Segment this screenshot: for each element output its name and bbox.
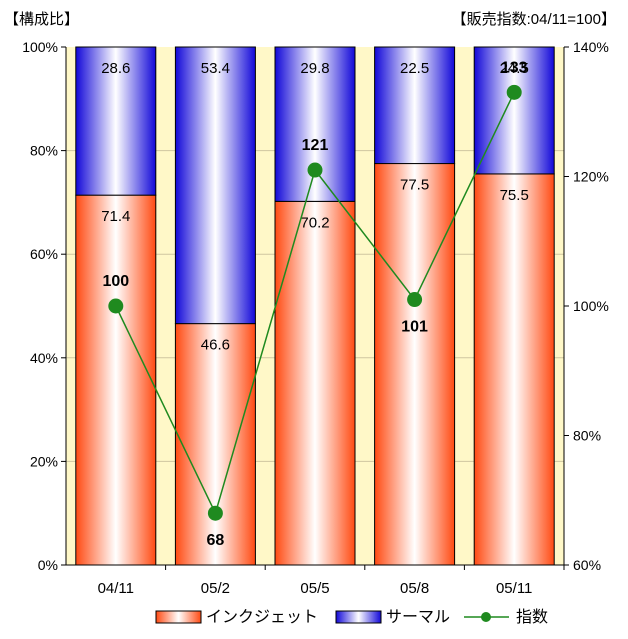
bar-inkjet (75, 194, 157, 566)
index-point (108, 298, 124, 314)
index-point (407, 292, 423, 308)
bar-thermal (174, 46, 256, 325)
index-value-label: 133 (501, 59, 528, 76)
bar-thermal (75, 46, 157, 196)
bar-value-label: 71.4 (101, 208, 130, 225)
left-tick-label: 40% (30, 350, 58, 366)
right-tick-label: 120% (573, 169, 609, 185)
right-tick-label: 80% (573, 428, 601, 444)
left-tick-label: 100% (22, 39, 58, 55)
index-point (207, 505, 223, 521)
index-point (506, 84, 522, 100)
legend-swatch-thermal (335, 610, 382, 624)
legend-label: サーマル (386, 609, 450, 626)
bar-thermal (473, 46, 555, 175)
right-tick-label: 140% (573, 39, 609, 55)
left-tick-label: 60% (30, 246, 58, 262)
index-point (307, 162, 323, 178)
x-tick-label: 05/5 (300, 580, 329, 597)
right-tick-label: 60% (573, 557, 601, 573)
x-tick-label: 04/11 (98, 580, 134, 597)
bar-value-label: 28.6 (101, 60, 130, 77)
left-tick-label: 80% (30, 143, 58, 159)
bar-inkjet (473, 173, 555, 566)
left-tick-label: 0% (38, 557, 58, 573)
bar-inkjet (174, 323, 256, 566)
index-value-label: 100 (102, 273, 129, 290)
bar-value-label: 70.2 (300, 214, 329, 231)
bar-inkjet (274, 200, 356, 566)
bar-inkjet (374, 163, 456, 566)
bar-value-label: 29.8 (300, 60, 329, 77)
bar-value-label: 24.5 (500, 60, 529, 77)
bar-value-label: 22.5 (400, 60, 429, 77)
x-tick-label: 05/11 (496, 580, 532, 597)
bar-value-label: 46.6 (201, 337, 230, 354)
right-tick-label: 100% (573, 298, 609, 314)
index-value-label: 101 (401, 319, 428, 336)
bar-thermal (374, 46, 456, 165)
right-axis-title: 【販売指数:04/11=100】 (451, 11, 616, 28)
x-tick-label: 05/2 (201, 580, 230, 597)
bar-value-label: 77.5 (400, 177, 429, 194)
left-tick-label: 20% (30, 453, 58, 469)
legend-swatch-inkjet (155, 610, 202, 624)
bar-value-label: 53.4 (201, 60, 230, 77)
legend-label: 指数 (516, 608, 548, 626)
left-axis-title: 【構成比】 (4, 11, 80, 28)
bar-value-label: 75.5 (500, 187, 529, 204)
index-value-label: 121 (302, 137, 329, 154)
index-value-label: 68 (207, 532, 225, 549)
x-tick-label: 05/8 (400, 580, 429, 597)
legend-marker (481, 612, 491, 622)
legend-label: インクジェット (206, 608, 318, 626)
